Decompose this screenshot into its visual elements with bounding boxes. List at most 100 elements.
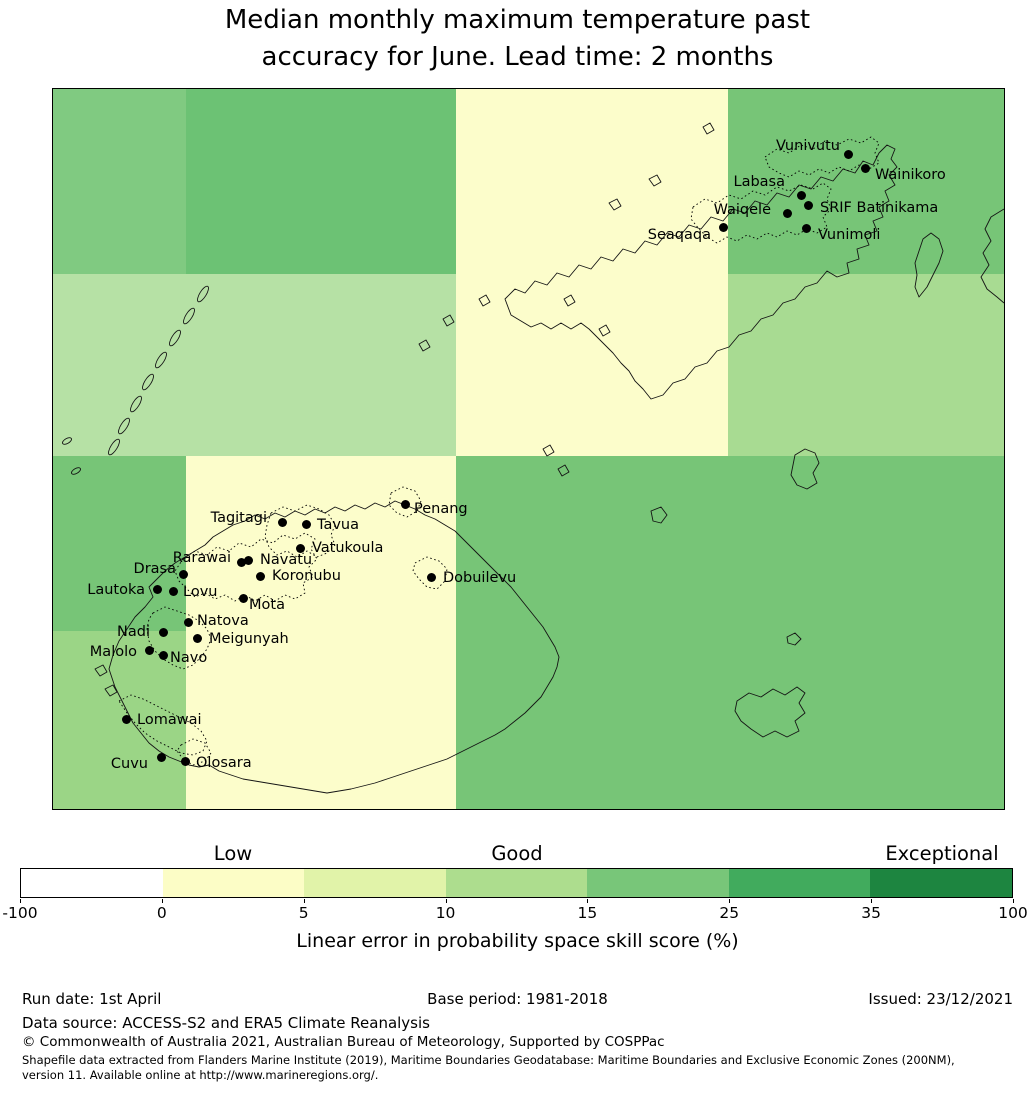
title-line-1: Median monthly maximum temperature past — [224, 5, 811, 35]
station-dot-koronubu — [255, 571, 265, 581]
title-line-2: accuracy for June. Lead time: 2 months — [261, 42, 774, 72]
station-dot-natova — [183, 617, 193, 627]
colorbar-tick-mark — [20, 899, 21, 903]
skill-grid-cells — [53, 89, 1004, 809]
yasawa-island — [118, 417, 130, 435]
yasawa-island — [197, 285, 209, 303]
station-dot-srif-batinikama — [803, 200, 813, 210]
station-dot-meigunyah — [192, 633, 202, 643]
district-boundary-olosara — [176, 738, 212, 766]
grid-cell-6 — [728, 274, 1004, 456]
station-label-navatu: Navatu — [260, 552, 313, 568]
station-dot-rarawai — [236, 557, 246, 567]
station-label-wainikoro: Wainikoro — [875, 167, 946, 183]
station-markers: Vunivutu Wainikoro Labasa SRIF Batinikama Wa… — [53, 89, 1004, 809]
small-island — [542, 444, 555, 457]
small-island — [104, 684, 118, 697]
base-period-text: Base period: 1981-2018 — [427, 990, 608, 1008]
coastline-kadavu — [734, 686, 806, 738]
station-label-vatukoula: Vatukoula — [312, 540, 384, 556]
grid-cell-7 — [53, 456, 186, 631]
station-label-olosara: Olosara — [196, 755, 252, 771]
colorbar-segment-6 — [728, 869, 871, 897]
station-label-natova: Natova — [197, 613, 249, 629]
run-date-text: Run date: 1st April — [22, 990, 162, 1008]
copyright-text: © Commonwealth of Australia 2021, Austra… — [22, 1034, 665, 1050]
station-dot-vatukoula — [295, 543, 305, 553]
station-dot-nadi — [158, 627, 168, 637]
colorbar-category-good: Good — [491, 842, 543, 865]
yasawa-island — [169, 329, 181, 347]
grid-cell-3 — [456, 89, 728, 456]
colorbar-tick-mark — [587, 899, 589, 903]
station-label-mota: Mota — [249, 597, 285, 613]
yasawa-island — [183, 307, 195, 325]
colorbar-tick-label: 35 — [861, 904, 882, 922]
station-label-waiqele: Waiqele — [713, 202, 771, 218]
coastline-koro — [790, 448, 820, 490]
station-dot-dobuilevu — [426, 572, 436, 582]
small-island — [94, 664, 108, 677]
yasawa-island — [142, 373, 154, 391]
station-label-meigunyah: Meigunyah — [209, 631, 289, 647]
colorbar-tick-label: 0 — [156, 904, 167, 922]
colorbar-ticks: -100 0 5 10 15 25 35 100 — [2, 899, 1028, 925]
colorbar-segment-4 — [445, 869, 588, 897]
station-dot-seaqaqa — [718, 222, 728, 232]
district-boundary-vunivutu — [764, 136, 880, 178]
station-label-labasa: Labasa — [733, 174, 786, 190]
colorbar-category-exceptional: Exceptional — [885, 842, 999, 865]
station-label-penang: Penang — [414, 501, 468, 517]
colorbar-segment-3 — [304, 869, 446, 897]
shapefile-line-1: Shapefile data extracted from Flanders M… — [22, 1053, 955, 1067]
colorbar-tick-label: -100 — [2, 904, 38, 922]
data-source-text: Data source: ACCESS-S2 and ERA5 Climate … — [22, 1014, 430, 1032]
district-boundary-dobuilevu — [412, 556, 448, 590]
small-island — [786, 632, 802, 646]
district-boundary-labasa — [690, 182, 832, 244]
station-dot-olosara — [180, 756, 190, 766]
colorbar-tick-label: 25 — [719, 904, 740, 922]
colorbar-tick-label: 10 — [435, 904, 456, 922]
colorbar-segment-5 — [587, 869, 729, 897]
station-label-cuvu: Cuvu — [110, 756, 148, 772]
small-island — [648, 174, 662, 187]
station-label-tavua: Tavua — [317, 517, 359, 533]
figure-title: Median monthly maximum temperature past … — [0, 2, 1035, 76]
colorbar-tick-mark — [729, 899, 731, 903]
station-label-lomawai: Lomawai — [137, 712, 202, 728]
station-label-vunimoli: Vunimoli — [818, 227, 881, 243]
station-dot-vunivutu — [843, 149, 853, 159]
colorbar-tick-label: 5 — [298, 904, 309, 922]
station-label-dobuilevu: Dobuilevu — [443, 570, 517, 586]
issued-text: Issued: 23/12/2021 — [868, 990, 1013, 1008]
colorbar-tick-mark — [161, 899, 163, 903]
coastline-vanua-levu — [504, 144, 898, 400]
colorbar-category-low: Low — [213, 842, 253, 865]
small-island — [702, 122, 715, 135]
station-label-lautoka: Lautoka — [87, 582, 145, 598]
coastline-viti-levu — [108, 500, 560, 794]
station-dot-navatu — [243, 555, 253, 565]
small-island — [478, 294, 491, 307]
station-dot-tagitagi — [277, 517, 287, 527]
small-island — [62, 437, 72, 445]
shapefile-line-2: version 11. Available online at http://w… — [22, 1067, 379, 1082]
station-dot-labasa — [796, 190, 806, 200]
map-panel: Vunivutu Wainikoro Labasa SRIF Batinikama Wa… — [52, 88, 1005, 810]
station-dot-lautoka — [152, 584, 162, 594]
grid-cell-4 — [728, 89, 1004, 274]
colorbar-tick-mark — [303, 899, 305, 903]
station-label-malolo: Malolo — [89, 644, 137, 660]
yasawa-island — [155, 351, 167, 369]
colorbar-axis-label: Linear error in probability space skill … — [296, 930, 739, 952]
colorbar-tick-mark — [871, 899, 873, 903]
station-label-srif-batinikama: SRIF Batinikama — [820, 200, 939, 216]
station-dot-mota — [238, 593, 248, 603]
station-label-navo: Navo — [170, 650, 208, 666]
station-label-seaqaqa: Seaqaqa — [647, 227, 711, 243]
small-island — [442, 314, 455, 327]
station-dot-drasa — [178, 569, 188, 579]
station-dot-tavua — [301, 519, 311, 529]
